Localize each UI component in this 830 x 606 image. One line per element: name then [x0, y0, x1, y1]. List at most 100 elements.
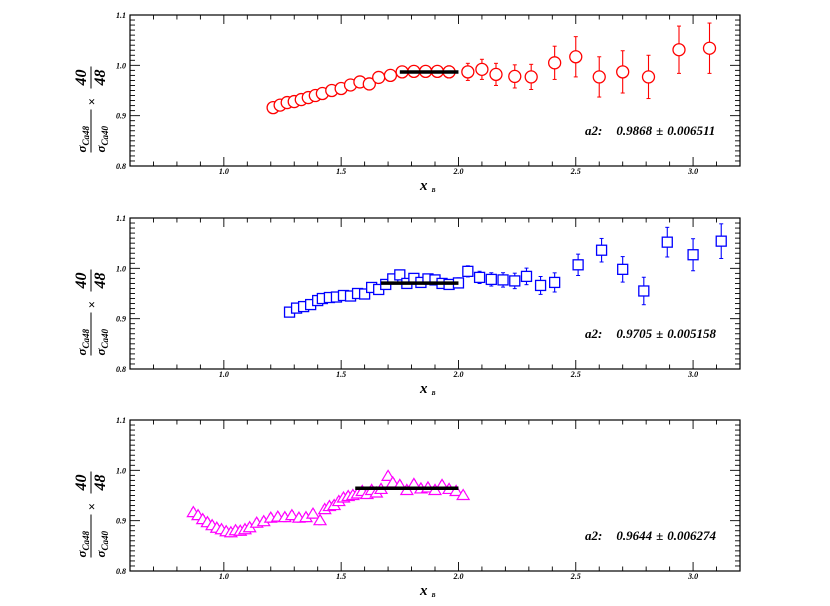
marker-circle [372, 70, 386, 85]
data-point [508, 64, 522, 89]
marker-triangle [381, 469, 396, 481]
marker-triangle [449, 484, 464, 497]
fit-annotation: a2: 0.9868 ±0.006511 [585, 123, 715, 138]
y-tick-label: 0.8 [116, 567, 126, 576]
x-tick-label: 1.5 [336, 167, 346, 176]
y-tick-label: 1.1 [116, 11, 126, 20]
y-tick-label: 1.0 [116, 61, 126, 70]
marker-circle [524, 70, 538, 84]
y-label-frac-den: 48 [92, 273, 109, 290]
y-label-den-sub: Ca40 [100, 125, 110, 145]
y-axis-ticks [130, 14, 740, 167]
y-label-times: × [84, 98, 99, 105]
annotation-prefix: a2: [585, 528, 602, 543]
data-point [358, 288, 371, 300]
x-axis-label-sub: B [431, 593, 436, 599]
x-tick-label: 3.0 [687, 572, 698, 581]
y-label-frac-den: 48 [92, 70, 109, 87]
panel-2: 1.0 1.5 2.0 2.5 3.00.80.91.01.1x BσCa48σCa40×… [73, 214, 741, 397]
marker-square [473, 271, 486, 284]
fit-value: 0.9705 [616, 326, 652, 341]
marker-circle [592, 70, 606, 84]
data-point [381, 469, 396, 481]
x-axis-ticks [129, 420, 741, 571]
plot-frame [129, 419, 741, 572]
y-label-denominator: σCa40 [93, 530, 110, 557]
data-point [485, 272, 497, 287]
annotation-prefix: a2: [585, 123, 602, 138]
marker-square [394, 269, 406, 281]
fit-annotation: a2: 0.9705 ±0.005158 [585, 326, 716, 341]
marker-circle [362, 77, 376, 91]
data-point [524, 63, 538, 90]
y-label-times: × [84, 503, 99, 510]
data-point [284, 508, 299, 521]
marker-triangle [305, 506, 321, 519]
y-axis-ticks [130, 419, 740, 572]
x-axis-ticks [129, 15, 741, 166]
x-axis-label-main: x [419, 583, 428, 599]
data-point [456, 488, 471, 501]
data-point [475, 58, 489, 80]
data-point [548, 45, 562, 80]
y-label-frac-num: 40 [73, 70, 90, 87]
marker-circle [569, 50, 583, 64]
y-tick-label: 0.9 [116, 315, 126, 324]
y-label-frac-num: 40 [73, 475, 90, 492]
x-axis-label-sub: B [431, 188, 436, 194]
data-point [362, 77, 376, 91]
y-label-sigma: σ [93, 550, 108, 558]
marker-triangle [456, 488, 471, 501]
marker-triangle [284, 508, 299, 521]
marker-triangle [312, 513, 328, 526]
data-point [595, 237, 608, 263]
y-label-den-sub: Ca40 [100, 328, 110, 348]
marker-circle [508, 69, 522, 84]
data-point [572, 253, 584, 276]
marker-square [485, 273, 497, 286]
marker-circle [672, 43, 686, 57]
y-tick-label: 1.1 [116, 416, 126, 425]
plus-minus: ± [656, 528, 663, 543]
marker-square [687, 249, 699, 261]
fit-value: 0.9868 [616, 123, 652, 138]
y-label-num-sub: Ca48 [81, 125, 91, 145]
x-tick-label: 1.0 [219, 572, 229, 581]
plus-minus: ± [656, 123, 663, 138]
x-tick-label: 2.5 [570, 370, 581, 379]
data-point [549, 272, 561, 293]
marker-square [617, 263, 629, 275]
panel-1: 1.0 1.5 2.0 2.5 3.00.80.91.01.1x BσCa48σCa40×… [73, 11, 741, 194]
x-tick-label: 1.0 [219, 370, 229, 379]
data-point [489, 62, 503, 86]
y-label-frac-num: 40 [73, 273, 90, 290]
marker-square [358, 288, 371, 300]
data-point [509, 272, 521, 290]
marker-square [572, 259, 584, 271]
x-tick-label: 2.0 [452, 572, 463, 581]
data-point [305, 506, 321, 519]
y-label-sigma: σ [93, 145, 108, 153]
data-point [687, 238, 699, 272]
marker-circle [489, 67, 503, 82]
y-label-denominator: σCa40 [93, 125, 110, 152]
marker-square [520, 270, 533, 283]
y-tick-label: 1.0 [116, 264, 126, 273]
marker-circle [616, 65, 630, 79]
data-point [715, 223, 727, 259]
y-label-frac-den: 48 [92, 475, 109, 492]
y-tick-label: 0.9 [116, 517, 126, 526]
x-tick-label: 1.0 [219, 167, 229, 176]
y-label-denominator: σCa40 [93, 328, 110, 355]
data-points [283, 223, 727, 318]
fit-error: 0.005158 [667, 326, 716, 341]
data-point [534, 276, 547, 295]
fit-error: 0.006274 [667, 528, 716, 543]
y-label-sigma: σ [74, 550, 89, 558]
marker-square [462, 265, 474, 278]
marker-circle [475, 62, 489, 77]
